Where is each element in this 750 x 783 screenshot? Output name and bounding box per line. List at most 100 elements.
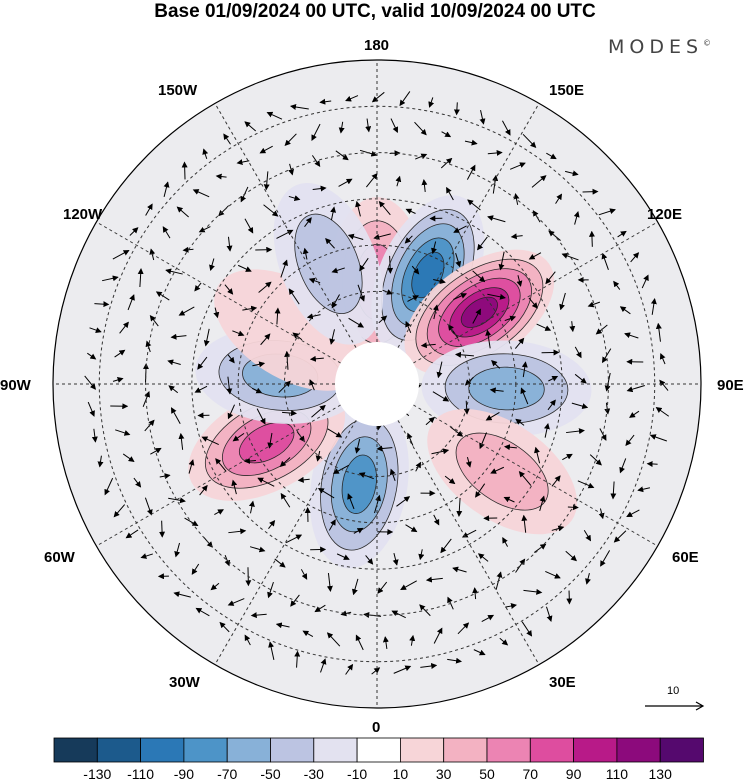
wind-vector [309, 355, 324, 362]
wind-vector [420, 663, 438, 669]
reference-vector-label: 10 [667, 685, 680, 697]
graticule [53, 60, 701, 708]
wind-vector [409, 634, 416, 646]
wind-vector [565, 550, 577, 562]
wind-vector [319, 98, 332, 105]
wind-vector [191, 563, 200, 575]
wind-vector [453, 102, 460, 116]
wind-vector [390, 118, 398, 134]
anomaly-neg-155W [273, 183, 384, 345]
wind-vector [588, 230, 595, 247]
wind-vector [104, 477, 114, 496]
wind-vector [487, 149, 503, 156]
wind-vector [425, 416, 435, 426]
wind-vector [327, 428, 343, 438]
wind-vector [528, 297, 538, 309]
wind-vector [378, 200, 391, 216]
wind-vector [150, 447, 162, 455]
wind-vector [352, 578, 359, 596]
wind-vector [317, 487, 335, 499]
wind-vector [411, 265, 420, 275]
wind-vector [431, 448, 450, 455]
wind-vector [491, 360, 501, 369]
wind-vector [641, 274, 649, 289]
wind-vector [431, 241, 437, 255]
wind-vector [454, 351, 474, 358]
wind-vector [574, 346, 582, 359]
wind-vector [279, 457, 291, 468]
wind-vector [215, 173, 227, 180]
lon-label-30e: 30E [549, 674, 576, 691]
wind-vector [312, 185, 327, 192]
wind-vector [566, 428, 585, 435]
wind-vector [610, 481, 617, 500]
wind-vector [531, 175, 547, 188]
wind-vector [545, 570, 561, 579]
wind-vector [226, 376, 233, 395]
wind-vector [335, 150, 349, 161]
meridian-240 [96, 221, 378, 385]
wind-vector [227, 404, 235, 420]
wind-vector [290, 104, 309, 110]
wind-vector [574, 373, 587, 384]
wind-vector [520, 387, 529, 405]
wind-vector [630, 252, 640, 263]
meridian-210 [214, 103, 378, 385]
wind-vector [355, 200, 361, 217]
wind-vector [311, 123, 321, 142]
wind-vector [201, 436, 219, 446]
wind-vector [267, 432, 274, 449]
wind-vector [487, 215, 506, 223]
wind-vector [436, 361, 443, 379]
wind-vector [338, 121, 345, 134]
wind-vector [528, 252, 542, 260]
wind-vector [170, 333, 187, 340]
lon-label-60w: 60W [44, 549, 75, 566]
wind-vector [655, 322, 662, 342]
colorbar-tick-label: -30 [303, 766, 324, 782]
wind-vector [395, 175, 402, 187]
brand-mark: © [703, 38, 712, 48]
wind-vector [433, 627, 443, 644]
wind-vector [112, 377, 124, 383]
wind-vector [548, 376, 559, 382]
wind-vector [446, 186, 454, 201]
wind-vector [457, 622, 470, 635]
wind-vector [338, 178, 353, 187]
wind-vector [626, 385, 645, 393]
wind-vector [231, 479, 238, 495]
wind-vector [376, 445, 393, 452]
wind-vector [629, 410, 640, 418]
wind-vector [613, 530, 627, 543]
wind-vector [199, 484, 208, 496]
wind-vector [145, 203, 153, 216]
wind-vector [228, 528, 247, 535]
wind-vector [353, 527, 364, 534]
wind-vector [336, 553, 350, 560]
wind-vector [466, 164, 476, 180]
wind-vector [250, 612, 267, 619]
wind-vector [288, 288, 300, 305]
wind-vector [600, 550, 611, 567]
wind-vector [263, 204, 279, 217]
wind-vector [359, 257, 369, 272]
wind-vector [536, 323, 552, 331]
wind-vector [464, 139, 478, 146]
wind-vector [122, 453, 135, 463]
wind-vector [516, 275, 523, 287]
wind-vector [555, 193, 563, 204]
wind-vector [499, 637, 509, 646]
wind-vector [232, 432, 245, 442]
wind-vector [534, 446, 541, 464]
wind-vector [114, 349, 126, 358]
wind-vector [259, 145, 273, 154]
wind-vector [181, 161, 188, 180]
wind-vector [604, 372, 611, 392]
lon-label-0: 0 [372, 719, 381, 736]
lon-label-120e: 120E [647, 206, 683, 223]
wind-vector [571, 402, 589, 409]
wind-vector [102, 275, 119, 282]
wind-vector [546, 606, 553, 622]
meridian-60 [376, 383, 658, 547]
